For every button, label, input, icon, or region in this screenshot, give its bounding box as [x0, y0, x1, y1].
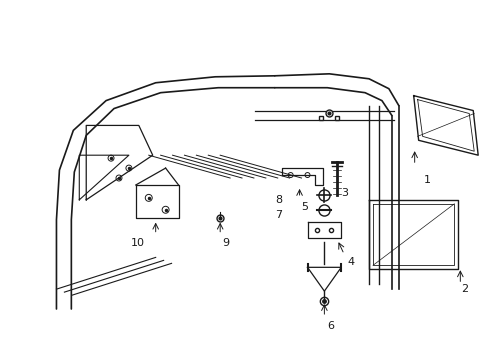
Text: 3: 3 [341, 188, 347, 198]
Text: 6: 6 [326, 321, 334, 331]
Text: 10: 10 [131, 238, 144, 248]
Text: 8: 8 [274, 195, 281, 205]
Text: 1: 1 [423, 175, 430, 185]
Text: 7: 7 [274, 210, 281, 220]
Text: 2: 2 [460, 284, 468, 294]
Text: 9: 9 [222, 238, 229, 248]
Text: 4: 4 [346, 257, 354, 267]
Text: 5: 5 [301, 202, 308, 212]
